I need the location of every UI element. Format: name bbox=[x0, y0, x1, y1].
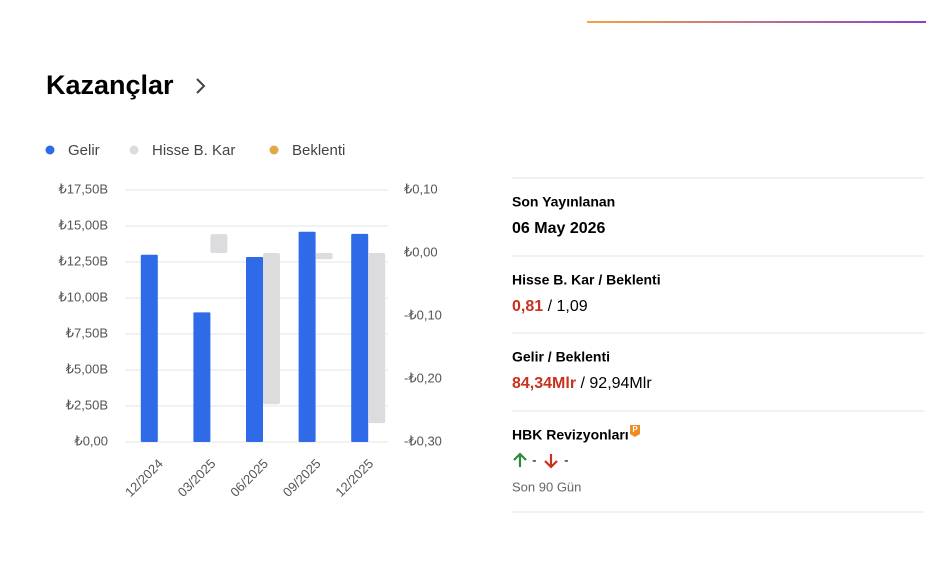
y2-tick-label: -₺0,30 bbox=[404, 433, 442, 448]
chart: Gelir Hisse B. Kar Beklenti ₺0,00 ₺2,50B ₺5,0… bbox=[45, 142, 442, 500]
bar bbox=[368, 253, 386, 424]
info-panel: Son Yayınlanan 06 May 2026 Hisse B. Kar … bbox=[512, 177, 924, 513]
bar bbox=[246, 256, 263, 442]
bar bbox=[315, 253, 333, 260]
up-arrow bbox=[513, 452, 527, 467]
y-tick-label: ₺7,50B bbox=[66, 325, 108, 340]
bar bbox=[298, 231, 316, 442]
y-tick-label: ₺17,50B bbox=[59, 181, 108, 196]
bar bbox=[140, 254, 158, 442]
y-tick-label: ₺0,00 bbox=[74, 433, 108, 448]
bar bbox=[351, 233, 369, 442]
pro-icon: P bbox=[630, 425, 640, 437]
y-tick-label: ₺5,00B bbox=[66, 361, 108, 376]
accent-line bbox=[587, 21, 926, 23]
bar bbox=[193, 312, 211, 442]
label: Son Yayınlanan bbox=[512, 194, 615, 210]
section-title[interactable]: Kazançlar bbox=[46, 70, 174, 100]
chevron[interactable] bbox=[196, 78, 206, 94]
value: 0,81 / 1,09 bbox=[512, 298, 588, 315]
y2-tick-label: ₺0,10 bbox=[404, 181, 438, 196]
x-tick-label: 09/2025 bbox=[280, 456, 324, 500]
value: 06 May 2026 bbox=[512, 220, 606, 237]
x-tick-label: 06/2025 bbox=[227, 456, 271, 500]
y-tick-label: ₺10,00B bbox=[59, 289, 108, 304]
down-arrow bbox=[544, 454, 558, 469]
y-tick-label: ₺12,50B bbox=[59, 253, 108, 268]
value: 84,34Mlr / 92,94Mlr bbox=[512, 375, 652, 392]
legend-label: Hisse B. Kar bbox=[152, 142, 235, 159]
bar bbox=[210, 234, 228, 253]
x-tick-label: 12/2025 bbox=[332, 456, 376, 500]
legend-dot bbox=[129, 145, 139, 155]
label: Gelir / Beklenti bbox=[512, 349, 610, 365]
y2-tick-label: ₺0,00 bbox=[404, 244, 438, 259]
legend-dot bbox=[45, 145, 55, 155]
y-tick-label: ₺2,50B bbox=[66, 397, 108, 412]
up-count: - bbox=[532, 452, 537, 468]
actual: 0,81 bbox=[512, 298, 543, 315]
down-count: - bbox=[564, 452, 569, 468]
legend-label: Beklenti bbox=[292, 142, 345, 159]
expected: / 92,94Mlr bbox=[581, 375, 653, 392]
expected: / 1,09 bbox=[548, 298, 588, 315]
actual: 84,34Mlr bbox=[512, 375, 576, 392]
legend-dot bbox=[269, 145, 279, 155]
y-tick-label: ₺15,00B bbox=[59, 217, 108, 232]
x-tick-label: 03/2025 bbox=[175, 456, 219, 500]
label: HBK Revizyonları bbox=[512, 427, 629, 443]
bar bbox=[263, 253, 280, 405]
y2-tick-label: -₺0,10 bbox=[404, 307, 442, 322]
x-tick-label: 12/2024 bbox=[122, 456, 166, 500]
label: Hisse B. Kar / Beklenti bbox=[512, 272, 661, 288]
svg-text:P: P bbox=[632, 425, 638, 434]
y2-tick-label: -₺0,20 bbox=[404, 370, 442, 385]
legend-label: Gelir bbox=[68, 142, 100, 159]
period: Son 90 Gün bbox=[512, 479, 581, 494]
